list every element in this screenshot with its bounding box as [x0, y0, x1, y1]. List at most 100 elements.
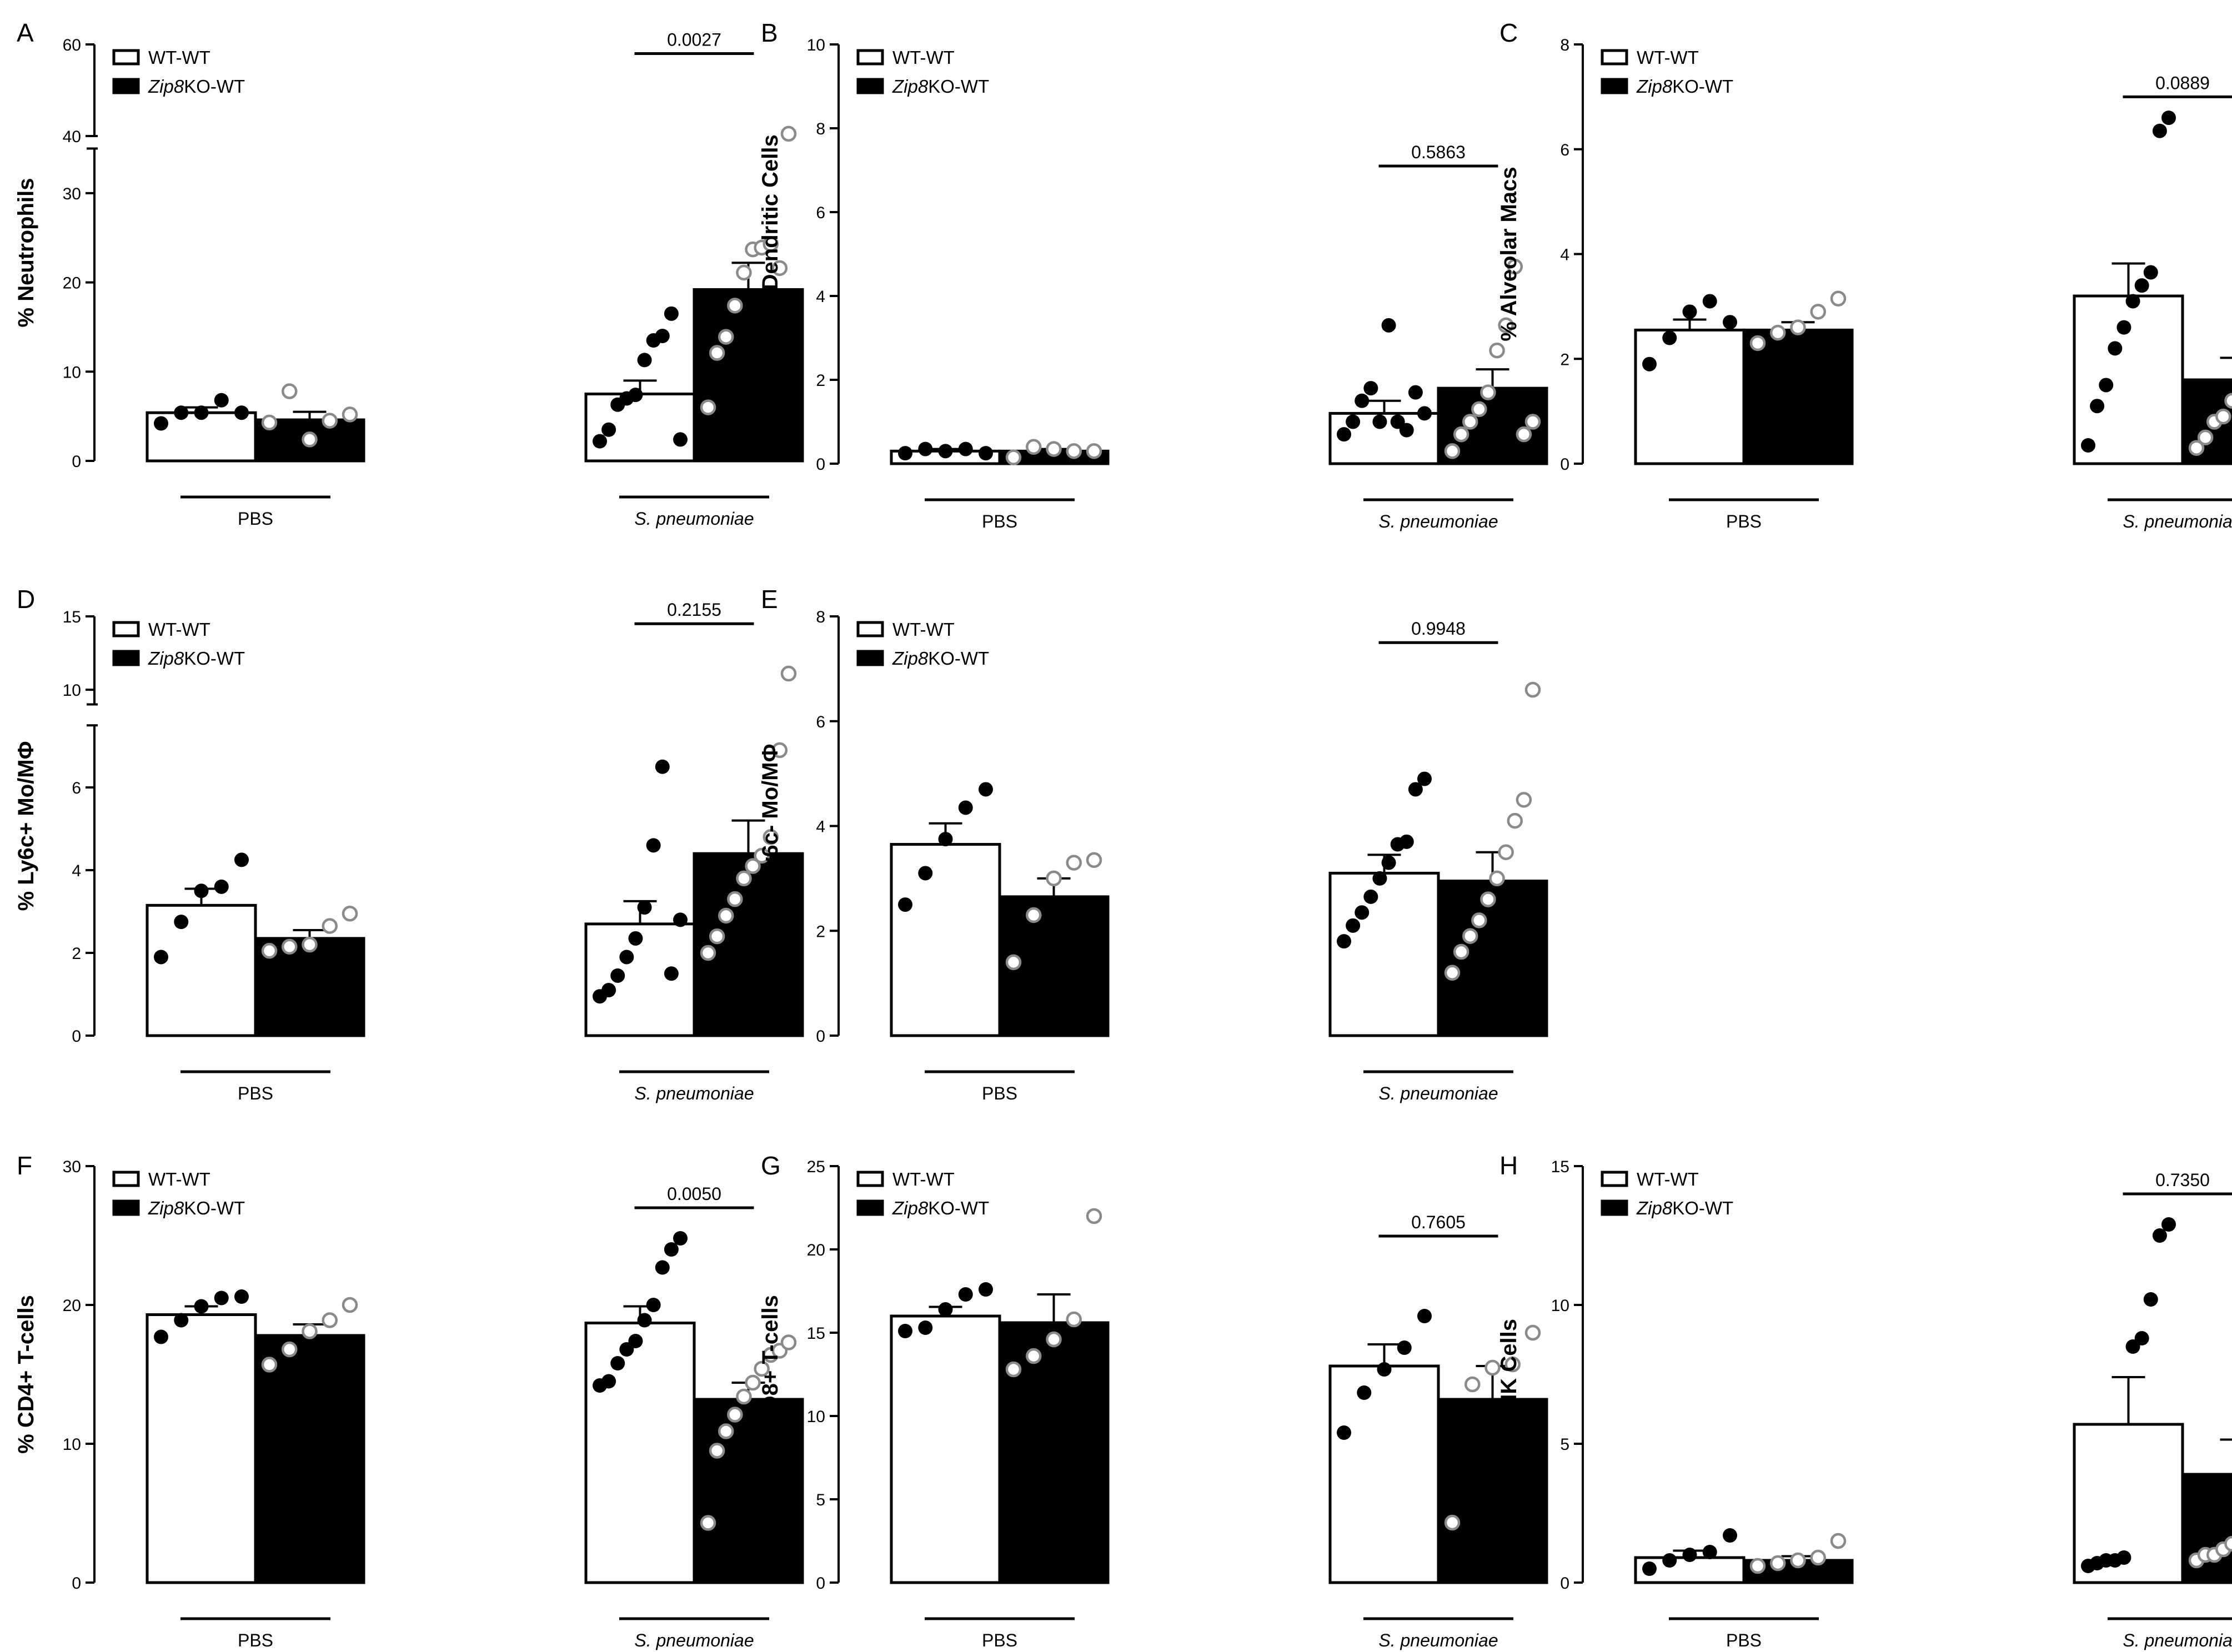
data-point-ko: [1524, 681, 1541, 698]
data-point-ko: [1498, 317, 1514, 334]
data-point-wt: [655, 759, 670, 774]
data-point-wt: [2152, 1228, 2167, 1243]
data-point-wt: [938, 444, 953, 459]
data-point-wt: [1723, 1528, 1737, 1543]
pvalue-label: 0.7605: [1411, 1212, 1466, 1232]
data-point-ko: [1462, 928, 1478, 944]
y-tick-label: 6: [816, 204, 825, 222]
data-point-ko: [718, 907, 734, 924]
data-point-ko: [282, 938, 298, 955]
data-point-wt: [637, 1313, 652, 1328]
data-point-wt: [1702, 294, 1717, 309]
data-point-ko: [1444, 965, 1461, 981]
data-point-ko: [1046, 441, 1062, 457]
legend-swatch-ko: [856, 1199, 884, 1216]
data-point-wt: [2152, 123, 2167, 138]
data-point-wt: [637, 353, 652, 368]
data-point-ko: [1516, 792, 1532, 808]
data-point-wt: [194, 1299, 209, 1314]
data-point-ko: [727, 891, 743, 907]
data-point-ko: [700, 399, 716, 415]
data-point-wt: [610, 968, 625, 983]
data-point-wt: [1357, 1385, 1372, 1400]
data-point-ko: [1507, 258, 1523, 275]
data-point-wt: [1363, 381, 1378, 396]
y-tick-label: 10: [63, 681, 81, 700]
legend-label-ko: Zip8KO-WT: [1636, 1198, 1733, 1218]
data-point-wt: [1381, 855, 1396, 870]
data-point-ko: [2215, 408, 2231, 425]
data-point-wt: [918, 1320, 933, 1335]
data-point-wt: [234, 1289, 249, 1304]
pvalue-label: 0.2155: [667, 600, 721, 620]
panel-d: D 0 2 4 6 10 15 % Ly6c+ Mo/MΦ PBS S. pneumoniae 0.…: [14, 585, 804, 1103]
y-tick-label: 8: [1560, 36, 1569, 54]
data-point-ko: [342, 406, 358, 423]
group-label: S. pneumoniae: [634, 1630, 754, 1650]
data-point-wt: [1702, 1545, 1717, 1559]
panel-letter: B: [761, 18, 778, 47]
data-point-ko: [1770, 1555, 1786, 1571]
y-tick-label: 0: [816, 1027, 825, 1046]
y-tick-label: 30: [63, 1158, 81, 1176]
y-tick-label: 15: [63, 608, 81, 626]
data-point-ko: [736, 1388, 752, 1405]
y-tick-label: 15: [807, 1324, 825, 1343]
data-point-ko: [302, 431, 318, 448]
y-tick-label: 10: [63, 363, 81, 381]
data-point-wt: [664, 1242, 679, 1257]
panel-letter: D: [17, 585, 35, 614]
bar-wt: [1328, 1364, 1440, 1584]
legend-label-ko: Zip8KO-WT: [892, 1198, 989, 1218]
group-label: PBS: [982, 511, 1017, 531]
data-point-wt: [1397, 1340, 1412, 1355]
data-point-ko: [709, 928, 725, 945]
legend-swatch-wt: [856, 1171, 884, 1187]
group-label: PBS: [238, 1630, 273, 1650]
bar-ko: [2181, 1473, 2232, 1584]
bar-wt: [890, 1314, 1001, 1584]
data-point-ko: [1749, 1558, 1766, 1574]
legend-swatch-wt: [1601, 1171, 1628, 1187]
data-point-ko: [2224, 393, 2232, 409]
data-point-ko: [745, 858, 761, 874]
legend-swatch-wt: [112, 621, 140, 637]
data-point-ko: [754, 1360, 770, 1377]
data-point-ko: [718, 1423, 734, 1439]
y-tick-label: 20: [63, 274, 81, 293]
data-point-ko: [1444, 443, 1461, 459]
legend-swatch-ko: [112, 78, 140, 94]
data-point-wt: [1355, 905, 1370, 920]
data-point-wt: [2116, 320, 2131, 335]
bar-ko: [693, 288, 804, 463]
legend-label-ko: Zip8KO-WT: [148, 1198, 245, 1218]
data-point-ko: [780, 1334, 797, 1350]
pvalue-label: 0.7350: [2155, 1170, 2210, 1190]
data-point-ko: [282, 383, 298, 399]
y-tick-label: 6: [72, 779, 81, 797]
legend-label-ko-gene: Zip8: [148, 648, 184, 669]
legend-swatch-ko: [1601, 78, 1628, 94]
group-label: S. pneumoniae: [2123, 1630, 2232, 1650]
data-point-wt: [958, 1287, 973, 1302]
data-point-ko: [1005, 954, 1022, 971]
panel-h: H 0 5 10 15 %NK Cells PBS S. pneumoniae 0.7350 WT…: [1497, 1151, 2232, 1650]
y-tick-label: 40: [63, 128, 81, 146]
data-point-ko: [322, 918, 338, 934]
data-point-wt: [637, 900, 652, 915]
data-point-ko: [1480, 384, 1496, 400]
data-point-ko: [763, 236, 779, 252]
y-tick-label: 10: [63, 1435, 81, 1454]
y-tick-label: 2: [1560, 350, 1569, 369]
data-point-ko: [2224, 1535, 2232, 1552]
legend-label-wt: WT-WT: [892, 1169, 955, 1189]
data-point-ko: [736, 870, 752, 887]
data-point-ko: [771, 260, 788, 277]
data-point-wt: [174, 405, 189, 420]
legend-label-ko-gene: Zip8: [892, 1198, 929, 1218]
group-label: PBS: [238, 1083, 273, 1103]
data-point-ko: [1086, 443, 1102, 459]
data-point-ko: [342, 1297, 358, 1313]
data-point-wt: [1346, 918, 1361, 933]
data-point-ko: [1524, 414, 1541, 430]
